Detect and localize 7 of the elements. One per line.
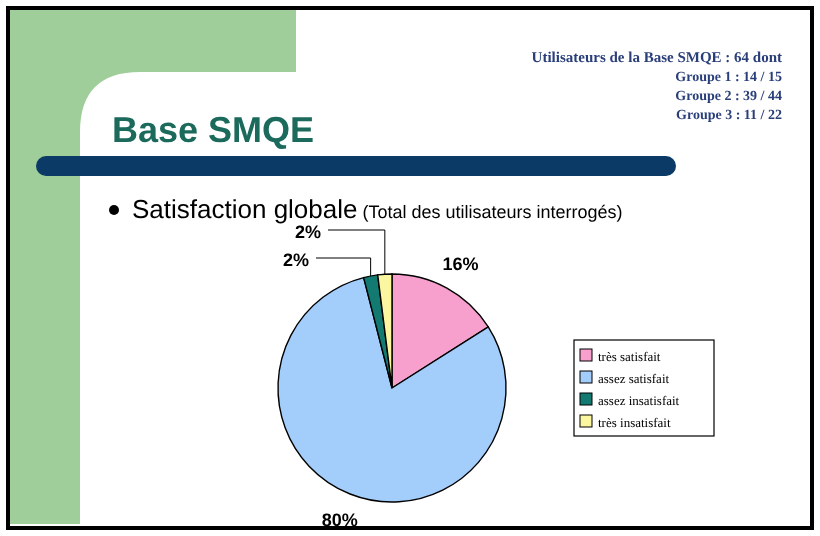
data-label: 2% bbox=[294, 222, 322, 242]
chart-title: Base SMQE bbox=[112, 110, 315, 150]
chart-subtitle: Satisfaction globale (Total des utilisateurs interrogés) bbox=[132, 194, 623, 224]
pie-slice bbox=[277, 276, 507, 503]
data-label: 80% bbox=[321, 510, 358, 531]
data-label: 16% bbox=[442, 253, 479, 274]
data-label: 2% bbox=[282, 250, 310, 270]
